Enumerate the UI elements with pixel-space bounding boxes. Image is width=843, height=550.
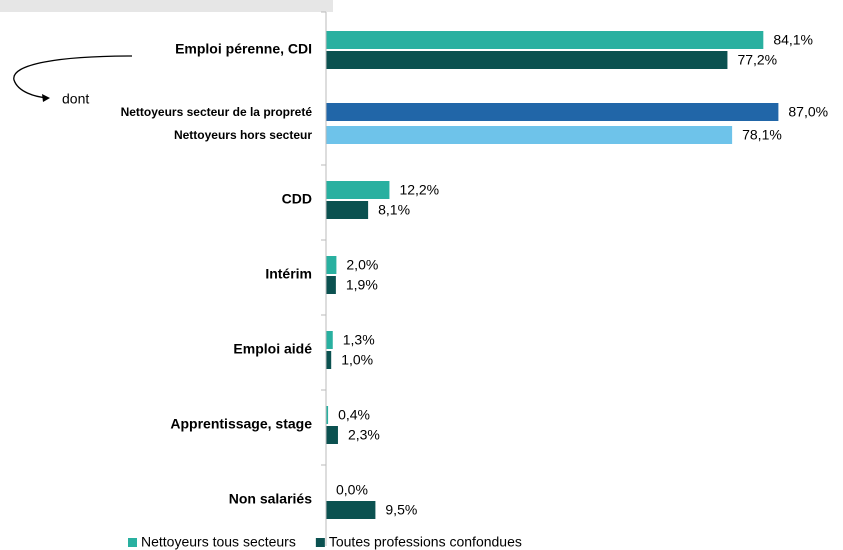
category-label: CDD [282,191,312,207]
value-label: 1,3% [343,332,375,348]
value-label: 8,1% [378,202,410,218]
value-label: 0,4% [338,407,370,423]
bar [326,181,390,199]
breakdown-label: Nettoyeurs hors secteur [174,128,312,142]
bar [326,331,333,349]
value-label: 9,5% [385,502,417,518]
bar [326,126,733,144]
bar [326,256,337,274]
legend-swatch [315,538,325,547]
top-strip [0,0,333,12]
bar [326,406,329,424]
value-label: 12,2% [399,182,439,198]
category-label: Non salariés [229,491,312,507]
dont-arrowhead [42,94,50,102]
value-label: 78,1% [742,127,782,143]
value-label: 1,0% [341,352,373,368]
value-label: 84,1% [773,32,813,48]
value-label: 2,0% [346,257,378,273]
dont-arrow [13,55,133,99]
legend-label: Toutes professions confondues [329,534,522,550]
breakdown-label: Nettoyeurs secteur de la propreté [121,105,313,119]
bar [326,426,338,444]
legend-label: Nettoyeurs tous secteurs [141,534,296,550]
bar [326,276,336,294]
category-label: Apprentissage, stage [170,416,312,432]
category-label: Intérim [265,266,312,282]
value-label: 87,0% [788,104,828,120]
category-label: Emploi aidé [233,341,312,357]
bar [326,51,728,69]
bar [326,31,764,49]
value-label: 0,0% [336,482,368,498]
value-label: 77,2% [737,52,777,68]
breakdown-intro: dont [62,91,89,107]
bar [326,103,779,121]
value-label: 1,9% [346,277,378,293]
category-label: Emploi pérenne, CDI [175,41,312,57]
bar [326,501,376,519]
value-label: 2,3% [348,427,380,443]
bar [326,351,332,369]
legend-swatch [128,538,137,547]
bar [326,201,369,219]
